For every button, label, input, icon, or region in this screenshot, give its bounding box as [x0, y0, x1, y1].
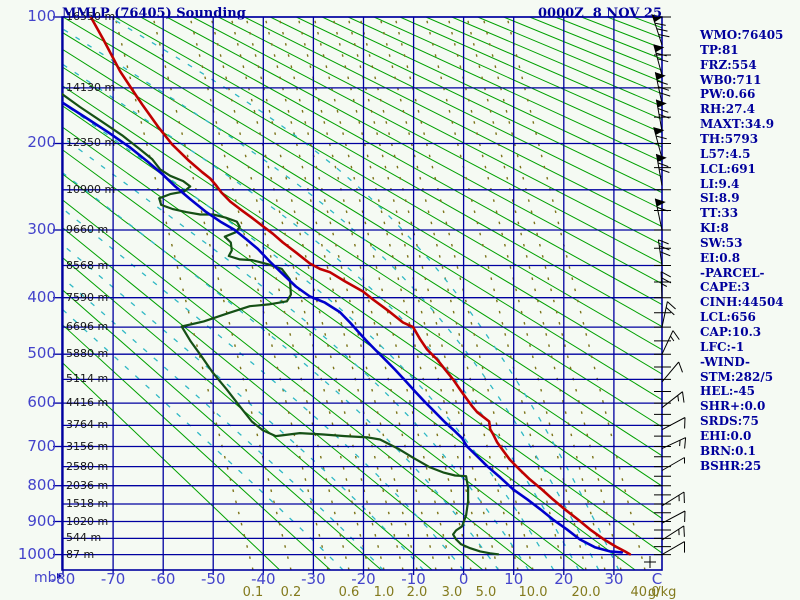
temp-axis-label: -40: [251, 570, 276, 588]
mixing-ratio-label: 3.0: [441, 585, 463, 600]
index-panel-line: LFC:-1: [700, 339, 745, 354]
temp-axis-label: 0: [458, 570, 469, 588]
mixing-ratio-label: 0.1: [242, 585, 264, 600]
index-panel-line: EHI:0.0: [700, 428, 752, 443]
index-panel-line: MAXT:34.9: [700, 117, 775, 132]
index-panel-line: LCL:691: [700, 161, 756, 176]
index-panel-line: FRZ:554: [700, 57, 757, 72]
pressure-axis-label: 400: [27, 287, 56, 306]
temp-axis-label: 30: [604, 570, 624, 588]
temp-axis-label: -30: [301, 570, 326, 588]
index-panel-line: SHR+:0.0: [700, 399, 766, 414]
mixing-ratio-label: 2.0: [406, 585, 428, 600]
height-label: 2036 m: [66, 478, 109, 492]
height-label: 14130 m: [66, 80, 116, 94]
chart-datetime: 0000Z 8 NOV 25: [538, 6, 662, 21]
height-label: 5880 m: [66, 347, 109, 361]
index-panel-line: TH:5793: [700, 131, 759, 146]
temp-axis-label: 20: [554, 570, 574, 588]
index-panel-line: TT:33: [700, 206, 739, 221]
height-label: 1518 m: [66, 496, 109, 510]
pressure-axis-label: 500: [27, 344, 56, 363]
index-panel-line: HEL:-45: [700, 384, 756, 399]
temp-axis-label: 10: [504, 570, 524, 588]
pressure-axis-label: 900: [27, 511, 56, 530]
mixing-ratio-label: 20.0: [571, 585, 601, 600]
index-panel-line: RH:27.4: [700, 102, 755, 117]
index-panel-line: LI:9.4: [700, 176, 740, 191]
index-panel-line: EI:0.8: [700, 250, 741, 265]
pressure-axis-label: 700: [27, 436, 56, 455]
pressure-axis-label: 600: [27, 393, 56, 412]
height-label: 544 m: [66, 531, 102, 545]
height-label: 3156 m: [66, 439, 109, 453]
mixing-ratio-label: 0.6: [338, 585, 360, 600]
index-panel-line: SI:8.9: [700, 191, 740, 206]
mixing-ratio-label: 0.2: [280, 585, 302, 600]
height-label: 16550 m: [66, 10, 116, 23]
mixing-unit-label: g/kg: [648, 585, 677, 600]
temp-axis-label: -20: [351, 570, 376, 588]
height-label: 3764 m: [66, 418, 109, 432]
temp-axis-label: -70: [100, 570, 126, 588]
temp-axis-label: -50: [200, 570, 226, 588]
height-label: 8568 m: [66, 258, 109, 272]
pressure-unit-label: mb: [34, 570, 57, 586]
temp-axis-label: -60: [150, 570, 176, 588]
index-panel-line: SW:53: [700, 235, 743, 250]
temp-unit-label: C: [651, 570, 663, 588]
temp-axis-label: -10: [401, 570, 426, 588]
height-label: 87 m: [66, 547, 95, 561]
mixing-ratio-label: 1.0: [373, 585, 395, 600]
height-label: 12350 m: [66, 136, 116, 150]
index-panel-line: WB0:711: [700, 72, 762, 87]
mixing-ratio-label: 10.0: [518, 585, 548, 600]
index-panel-line: SRDS:75: [700, 414, 759, 429]
height-label: 7590 m: [66, 290, 109, 304]
pressure-axis-label: 800: [27, 475, 56, 494]
index-panel-line: TP:81: [700, 42, 739, 57]
height-label: 1020 m: [66, 514, 109, 528]
pressure-axis-label: 100: [27, 7, 56, 25]
index-panel-line: CAP:10.3: [700, 325, 762, 339]
index-panel-line: -PARCEL-: [700, 265, 765, 280]
index-panel-line: LCL:656: [700, 310, 756, 325]
index-panel-line: -WIND-: [700, 354, 750, 369]
index-panel-line: WMO:76405: [700, 28, 784, 42]
index-panel-line: CAPE:3: [700, 280, 750, 295]
height-label: 6696 m: [66, 320, 109, 334]
chart-title: MMLP (76405) Sounding: [62, 6, 246, 21]
pressure-axis-label: 200: [27, 133, 56, 152]
index-panel-line: PW:0.66: [700, 87, 756, 102]
index-panel-line: STM:282/5: [700, 369, 774, 384]
height-label: 2580 m: [66, 459, 109, 473]
index-panel-line: BSHR:25: [700, 458, 762, 473]
height-label: 5114 m: [66, 372, 109, 386]
height-label: 10900 m: [66, 182, 116, 196]
height-label: 4416 m: [66, 396, 109, 410]
mixing-ratio-label: 5.0: [475, 585, 497, 600]
height-label: 9660 m: [66, 222, 109, 236]
index-panel-line: BRN:0.1: [700, 443, 756, 458]
pressure-axis-label: 300: [27, 219, 56, 238]
index-panel-line: KI:8: [700, 221, 729, 236]
mixing-ratio-label: 40.0: [630, 585, 660, 600]
index-panel-line: CINH:44504: [700, 295, 784, 310]
index-panel-line: L57:4.5: [700, 146, 751, 161]
pressure-axis-label: 1000: [17, 544, 56, 563]
temp-axis-label: -80: [50, 570, 76, 588]
